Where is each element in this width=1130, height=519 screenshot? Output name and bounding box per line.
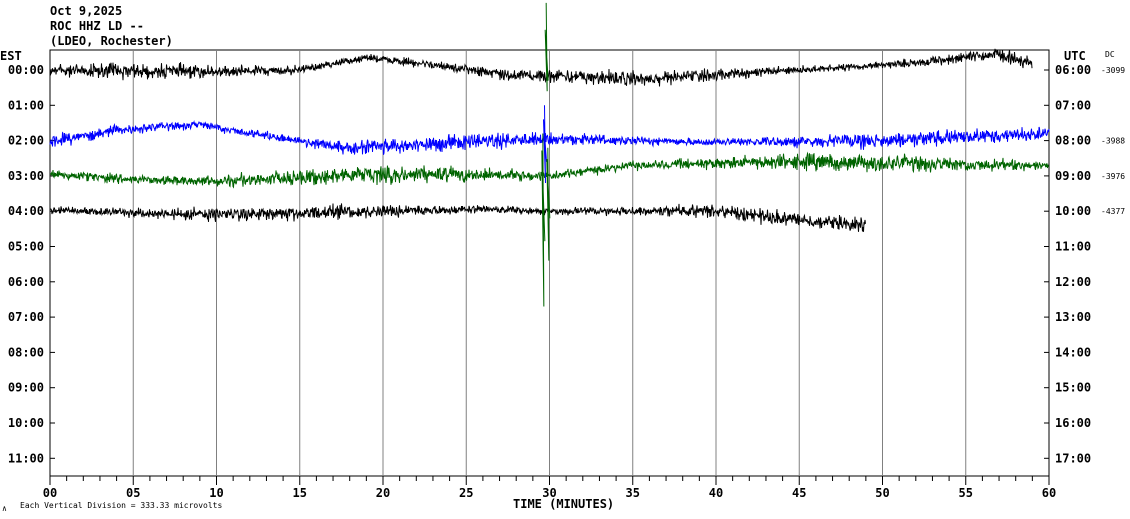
est-row-label: 06:00 [8,275,44,289]
dc-value: -3099 [1101,66,1125,75]
est-row-label: 02:00 [8,134,44,148]
utc-row-label: 13:00 [1055,310,1091,324]
utc-row-label: 14:00 [1055,345,1091,359]
event-spike [544,2,549,92]
est-row-label: 05:00 [8,240,44,254]
date-title: Oct 9,2025 [50,4,122,18]
est-row-label: 09:00 [8,381,44,395]
utc-row-label: 15:00 [1055,381,1091,395]
traces [49,48,1050,232]
x-tick-label: 45 [792,486,806,500]
row-labels: 00:00 01:00 02:00 03:00 04:00 05:00 06:00 07:00… [8,63,1091,465]
est-label: EST [0,49,22,63]
x-tick-label: 35 [626,486,640,500]
x-tick-label: 25 [459,486,473,500]
est-row-label: 08:00 [8,345,44,359]
trace-00:00 [49,48,1033,87]
utc-row-label: 09:00 [1055,169,1091,183]
utc-row-label: 06:00 [1055,63,1091,77]
x-tick-label: 50 [875,486,889,500]
trace-03:00 [49,151,1050,189]
grid [49,49,1050,477]
event-spike [541,133,546,307]
trace-02:00 [49,119,1050,155]
x-tick-label: 05 [126,486,140,500]
events [541,2,551,307]
x-tick-label: 20 [376,486,390,500]
station-title: ROC HHZ LD -- [50,19,144,33]
x-tick-label: 55 [959,486,973,500]
utc-row-label: 12:00 [1055,275,1091,289]
est-row-label: 11:00 [8,451,44,465]
x-tick-label: 00 [43,486,57,500]
dc-value: -3976 [1101,172,1125,181]
dc-label: DC [1105,50,1115,59]
dc-value: -4377 [1101,207,1125,216]
dc-value: -3988 [1101,137,1125,146]
est-row-label: 01:00 [8,98,44,112]
x-tick-label: 30 [542,486,556,500]
utc-row-label: 08:00 [1055,134,1091,148]
event-spike [543,105,548,184]
x-axis: 00 05 10 15 20 25 30 35 40 45 50 55 60 [43,476,1056,500]
event-spike [546,147,551,261]
utc-row-label: 10:00 [1055,204,1091,218]
utc-row-label: 07:00 [1055,98,1091,112]
est-row-label: 04:00 [8,204,44,218]
x-axis-title: TIME (MINUTES) [513,497,614,511]
x-tick-label: 60 [1042,486,1056,500]
x-tick-label: 15 [293,486,307,500]
est-row-label: 03:00 [8,169,44,183]
x-tick-label: 40 [709,486,723,500]
utc-label: UTC [1064,49,1086,63]
scale-note: Each Vertical Division = 333.33 microvol… [20,501,222,510]
utc-row-label: 17:00 [1055,451,1091,465]
trace-04:00 [49,203,866,232]
est-row-label: 07:00 [8,310,44,324]
utc-row-label: 11:00 [1055,240,1091,254]
est-row-label: 00:00 [8,63,44,77]
dc-values: -3099 -3988 -3976 -4377 [1101,66,1125,216]
x-tick-label: 10 [209,486,223,500]
network-title: (LDEO, Rochester) [50,34,173,48]
est-row-label: 10:00 [8,416,44,430]
corner-mark: ∧ [2,504,7,513]
utc-row-label: 16:00 [1055,416,1091,430]
